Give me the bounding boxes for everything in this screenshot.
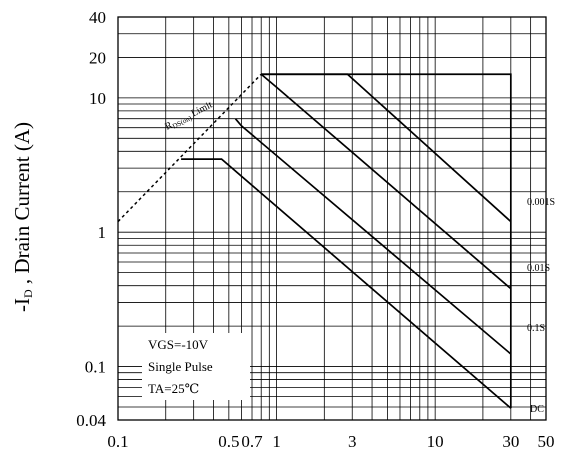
- legend-ta: TA=25℃: [148, 381, 199, 396]
- rds-label-main: R: [163, 120, 174, 133]
- series-line-0-01s: [260, 73, 512, 290]
- legend-single-pulse: Single Pulse: [148, 359, 213, 374]
- legend-vgs: VGS=-10V: [148, 337, 209, 352]
- x-tick-label: 30: [502, 432, 519, 451]
- x-tick-label: 50: [538, 432, 555, 451]
- legend-ta-value: =25℃: [164, 381, 199, 396]
- legend-box: [142, 333, 250, 400]
- legend-ta-main: TA: [148, 381, 165, 396]
- series-label-dc: DC: [530, 404, 544, 415]
- plot-frame: [117, 16, 547, 421]
- series-line-dc: [181, 158, 512, 409]
- x-tick-label: 0.7: [241, 432, 263, 451]
- rds-on-limit-label: RDS(on)Limit: [163, 99, 215, 133]
- series-line-0-001s: [261, 73, 512, 223]
- series-lines: [117, 73, 512, 409]
- grid-lines: [118, 17, 546, 420]
- x-tick-label: 10: [427, 432, 444, 451]
- series-label-0.01s: 0.01S: [527, 263, 550, 274]
- y-tick-label: 0.1: [85, 358, 106, 377]
- y-tick-label: 40: [89, 8, 106, 27]
- x-tick-label: 0.5: [218, 432, 239, 451]
- y-tick-label: 0.04: [76, 411, 106, 430]
- series-label-0.001s: 0.001S: [527, 197, 555, 208]
- y-tick-label: 10: [89, 89, 106, 108]
- y-axis-label-prefix: -I: [10, 298, 34, 312]
- series-label-0.1s: 0.1S: [527, 323, 545, 334]
- legend-vgs-value: =-10V: [174, 337, 209, 352]
- series-line-current-limit: [261, 73, 512, 409]
- x-tick-label: 3: [348, 432, 357, 451]
- x-tick-label: 1: [272, 432, 281, 451]
- legend-background: [142, 333, 250, 400]
- y-axis-label: -ID , Drain Current (A): [10, 122, 35, 312]
- y-axis-label-subscript: D: [21, 289, 35, 298]
- x-tick-label: 0.1: [107, 432, 128, 451]
- series-line-rds-on-limit: [117, 73, 262, 223]
- y-axis-label-suffix: , Drain Current (A): [10, 122, 34, 289]
- series-line-0-1s: [234, 118, 512, 355]
- y-tick-label: 1: [98, 223, 107, 242]
- legend-vgs-main: VGS: [148, 337, 174, 352]
- rds-label-end: Limit: [189, 99, 214, 119]
- y-tick-label: 20: [89, 48, 106, 67]
